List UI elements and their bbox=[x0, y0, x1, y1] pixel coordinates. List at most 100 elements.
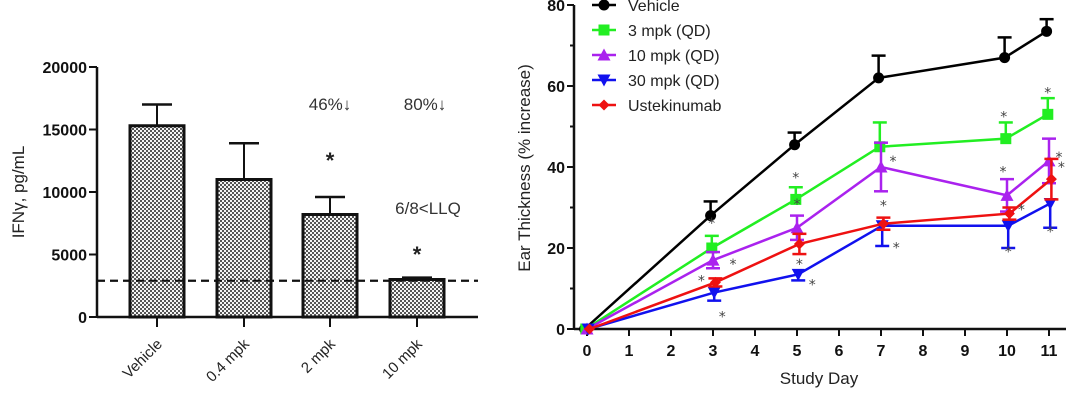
legend-label: 30 mpk (QD) bbox=[628, 73, 720, 90]
y-tick-label: 20 bbox=[547, 241, 565, 258]
legend-item: Vehicle bbox=[592, 0, 680, 15]
data-point bbox=[1000, 188, 1014, 201]
series-line bbox=[586, 159, 1050, 331]
bar-chart: 0 5000 10000 15000 20000 IFNγ, pg/mL Vehicle 0.… bbox=[9, 60, 478, 386]
y-axis-title: IFNγ, pg/mL bbox=[9, 146, 28, 239]
data-point bbox=[1045, 173, 1057, 185]
x-tick-label: 3 bbox=[709, 343, 718, 360]
x-tick-label: 5 bbox=[793, 343, 802, 360]
significance-star: * bbox=[809, 277, 816, 293]
data-point bbox=[1042, 154, 1056, 167]
x-tick-label: 10 bbox=[998, 343, 1016, 360]
significance-star: * bbox=[413, 242, 422, 267]
significance-star: * bbox=[1000, 164, 1007, 180]
data-point bbox=[877, 218, 889, 230]
significance-star: * bbox=[1005, 245, 1012, 261]
x-axis-title: Study Day bbox=[780, 369, 859, 388]
data-point bbox=[705, 210, 717, 222]
x-tick-label: 0 bbox=[583, 343, 592, 360]
series-line bbox=[583, 30, 1048, 330]
x-tick-label: 9 bbox=[961, 343, 970, 360]
legend-label: Vehicle bbox=[628, 0, 680, 15]
annotation-llq-count: 6/8<LLQ bbox=[395, 199, 461, 218]
legend-item: Ustekinumab bbox=[592, 98, 721, 115]
data-point bbox=[583, 323, 595, 335]
significance-star: * bbox=[890, 154, 897, 170]
x-tick-label: 1 bbox=[625, 343, 634, 360]
x-tick-label: 7 bbox=[877, 343, 886, 360]
data-point bbox=[790, 193, 802, 205]
legend-marker bbox=[597, 74, 611, 87]
data-point bbox=[1000, 133, 1012, 145]
data-point bbox=[1003, 208, 1015, 220]
line-chart: 0 20 40 60 80 0 1 2 3 4 5 6 7 8 9 10 11 Study Day Ear Thic… bbox=[515, 0, 1066, 388]
legend-item: 30 mpk (QD) bbox=[592, 73, 720, 90]
bar-vehicle bbox=[128, 124, 186, 319]
legend-marker bbox=[598, 0, 610, 11]
x-tick-label: Vehicle bbox=[120, 336, 166, 382]
series-line bbox=[587, 202, 1051, 331]
significance-star: * bbox=[796, 257, 803, 273]
significance-star: * bbox=[326, 148, 335, 173]
significance-star: * bbox=[708, 216, 715, 232]
significance-star: * bbox=[1000, 110, 1007, 126]
x-tick-label: 6 bbox=[835, 343, 844, 360]
significance-star: * bbox=[730, 257, 737, 273]
data-point bbox=[789, 139, 801, 151]
annotation-46-percent: 46%↓ bbox=[309, 95, 352, 114]
x-tick-label: 2 mpk bbox=[298, 335, 339, 376]
legend-item: 3 mpk (QD) bbox=[592, 23, 711, 40]
legend-label: 3 mpk (QD) bbox=[628, 23, 711, 40]
x-tick-label: 8 bbox=[919, 343, 928, 360]
legend-item: 10 mpk (QD) bbox=[592, 48, 720, 65]
significance-star: * bbox=[1058, 160, 1065, 176]
significance-star: * bbox=[880, 199, 887, 215]
significance-star: * bbox=[794, 197, 801, 213]
significance-star: * bbox=[792, 170, 799, 186]
series-ustekinumab: * * * * * bbox=[583, 157, 1065, 335]
data-point bbox=[707, 287, 721, 300]
data-point bbox=[791, 268, 805, 281]
data-point bbox=[873, 72, 885, 84]
x-tick-label: 4 bbox=[751, 343, 760, 360]
data-point bbox=[999, 52, 1011, 64]
y-tick-label: 40 bbox=[547, 160, 565, 177]
x-tick-label: 2 bbox=[667, 343, 676, 360]
y-tick-label: 10000 bbox=[43, 185, 88, 202]
significance-star: * bbox=[893, 241, 900, 257]
significance-star: * bbox=[1018, 203, 1025, 219]
significance-star: * bbox=[698, 273, 705, 289]
y-tick-label: 0 bbox=[78, 310, 87, 327]
bar-0-4-mpk bbox=[215, 178, 273, 319]
data-point bbox=[874, 160, 888, 173]
significance-star: * bbox=[1056, 150, 1063, 166]
x-tick-label: 0.4 mpk bbox=[203, 335, 253, 385]
data-point bbox=[709, 276, 721, 288]
significance-star: * bbox=[1044, 85, 1051, 101]
data-point bbox=[1043, 197, 1057, 210]
data-point bbox=[1001, 220, 1015, 233]
significance-star: * bbox=[719, 310, 726, 326]
significance-star: * bbox=[1047, 224, 1054, 240]
data-point bbox=[793, 238, 805, 250]
series-3-mpk-qd-: * * * * bbox=[580, 85, 1055, 335]
x-tick-label: 11 bbox=[1041, 343, 1058, 360]
data-point bbox=[790, 221, 804, 234]
legend-label: 10 mpk (QD) bbox=[628, 48, 720, 65]
data-point bbox=[1041, 25, 1053, 37]
y-tick-label: 15000 bbox=[43, 123, 88, 140]
series-line bbox=[588, 178, 1053, 331]
y-tick-label: 0 bbox=[556, 322, 565, 339]
legend-marker bbox=[598, 24, 610, 36]
data-point bbox=[706, 253, 720, 266]
y-tick-label: 80 bbox=[547, 0, 565, 15]
legend-marker bbox=[598, 99, 610, 111]
series-line bbox=[585, 113, 1049, 331]
y-tick-label: 20000 bbox=[43, 60, 88, 77]
bar-2-mpk bbox=[301, 213, 359, 319]
bar-10-mpk bbox=[388, 278, 446, 319]
legend: Vehicle 3 mpk (QD) 10 mpk (QD) 30 mpk (QD) U… bbox=[592, 0, 721, 115]
y-axis-title: Ear Thickness (% increase) bbox=[515, 64, 534, 272]
data-point bbox=[1042, 108, 1054, 120]
